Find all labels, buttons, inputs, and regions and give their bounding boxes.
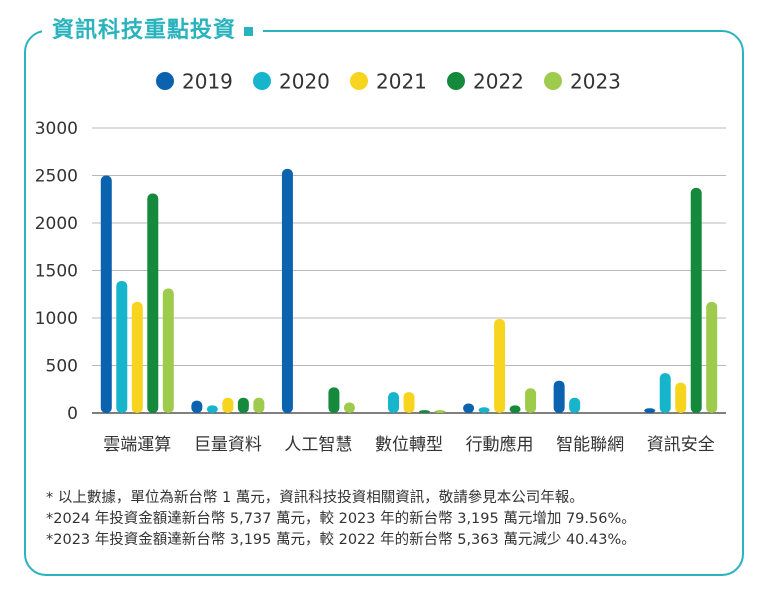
bar-2022-1 — [147, 193, 159, 413]
y-tick-label: 3000 — [35, 119, 78, 139]
bar-2023-4 — [434, 410, 446, 413]
bar-2020-2 — [206, 405, 218, 413]
legend-label: 2019 — [182, 70, 233, 94]
legend-dot-icon — [447, 72, 465, 90]
legend-label: 2023 — [570, 70, 621, 94]
bar-2019-1 — [100, 175, 112, 413]
y-tick-label: 0 — [67, 404, 78, 424]
legend-dot-icon — [544, 72, 562, 90]
bar-2022-5 — [509, 405, 521, 413]
y-tick-label: 2500 — [35, 167, 78, 187]
bar-2020-1 — [116, 280, 128, 413]
legend-label: 2020 — [279, 70, 330, 94]
bar-2021-7 — [675, 382, 687, 413]
bar-2023-5 — [525, 388, 537, 413]
category-label: 數位轉型 — [375, 435, 443, 455]
legend-label: 2022 — [473, 70, 524, 94]
bar-2019-3 — [281, 168, 293, 413]
category-label: 智能聯網 — [556, 435, 624, 455]
y-tick-label: 1000 — [35, 309, 78, 329]
bar-2019-5 — [463, 403, 475, 413]
category-label: 人工智慧 — [284, 435, 352, 455]
bar-2022-7 — [690, 187, 702, 413]
chart-card — [24, 30, 744, 576]
title-block: 資訊科技重點投資 — [42, 12, 264, 44]
legend-dot-icon — [156, 72, 174, 90]
bar-2021-5 — [494, 318, 506, 413]
bar-2023-2 — [253, 397, 265, 413]
bar-2020-7 — [659, 373, 671, 413]
bar-2021-2 — [222, 397, 234, 413]
bar-2022-3 — [328, 387, 340, 413]
bar-2023-3 — [343, 402, 355, 413]
legend-dot-icon — [350, 72, 368, 90]
category-label: 巨量資料 — [194, 435, 262, 455]
footnotes: * 以上數據，單位為新台幣 1 萬元，資訊科技投資相關資訊，敬請參見本公司年報。… — [46, 488, 636, 551]
bar-2023-1 — [162, 288, 174, 413]
title-square-icon — [244, 26, 254, 36]
y-tick-label: 500 — [46, 357, 78, 377]
footnote-2: *2024 年投資金額達新台幣 5,737 萬元，較 2023 年的新台幣 3,… — [46, 511, 636, 527]
bar-2019-6 — [553, 380, 565, 413]
bar-2019-7 — [644, 408, 656, 413]
y-tick-label: 2000 — [35, 214, 78, 234]
y-tick-label: 1500 — [35, 262, 78, 282]
page-title: 資訊科技重點投資 — [52, 18, 237, 43]
bar-2020-4 — [388, 392, 399, 413]
footnote-1: * 以上數據，單位為新台幣 1 萬元，資訊科技投資相關資訊，敬請參見本公司年報。 — [46, 490, 584, 506]
bar-2020-6 — [569, 397, 581, 413]
legend-label: 2021 — [376, 70, 427, 94]
footnote-3: *2023 年投資金額達新台幣 3,195 萬元，較 2022 年的新台幣 5,… — [46, 532, 636, 548]
category-label: 雲端運算 — [103, 435, 171, 455]
bar-2022-2 — [237, 397, 249, 413]
bar-2022-4 — [419, 410, 430, 413]
bar-2019-2 — [191, 400, 203, 413]
bar-2021-4 — [403, 392, 415, 413]
legend-dot-icon — [253, 72, 271, 90]
category-label: 資訊安全 — [647, 435, 715, 455]
bar-2021-1 — [131, 301, 143, 413]
category-label: 行動應用 — [466, 434, 534, 455]
bar-2023-7 — [706, 301, 718, 413]
bar-2020-5 — [478, 407, 490, 413]
